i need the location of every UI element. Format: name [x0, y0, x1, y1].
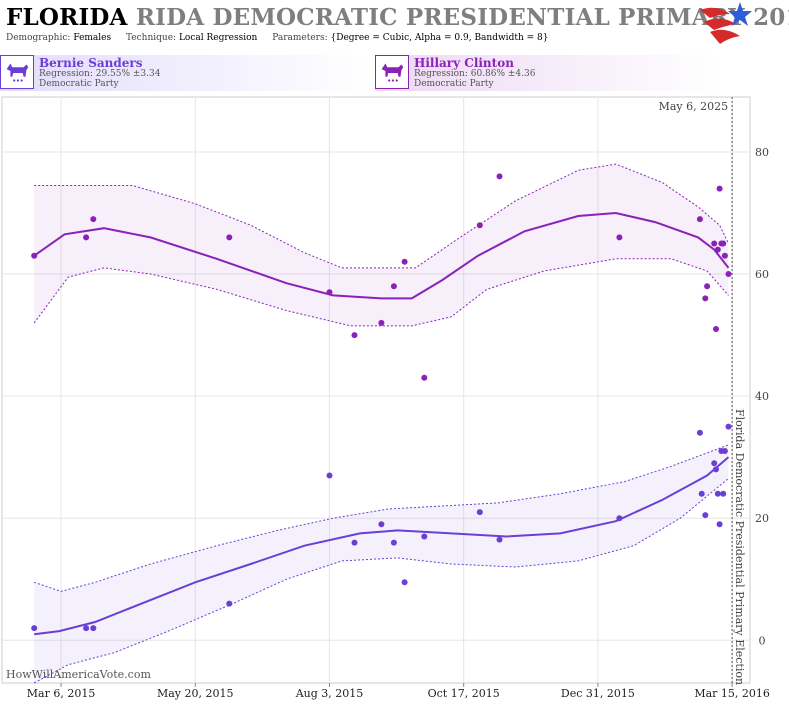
poll-point [720, 240, 727, 247]
confidence-band-upper [34, 163, 729, 269]
poll-point [226, 600, 233, 607]
poll-point [378, 521, 385, 528]
demographic-value: Females [73, 33, 112, 43]
poll-point [711, 460, 718, 467]
poll-point [31, 625, 38, 632]
x-tick-label: Mar 15, 2016 [694, 687, 770, 700]
poll-point [713, 466, 719, 473]
title-state: FLORIDA [6, 4, 128, 31]
poll-point [696, 429, 703, 436]
confidence-band-lower [33, 478, 729, 684]
poll-point [698, 490, 705, 497]
regression-lines [33, 211, 730, 636]
parameters-value: {Degree = Cubic, Alpha = 0.9, Bandwidth … [330, 33, 549, 43]
technique-value: Local Regression [178, 33, 258, 43]
axes: Florida Democratic Presidential Primary … [27, 97, 770, 700]
poll-point [714, 490, 721, 497]
candidate-party: Democratic Party [39, 79, 119, 89]
y-tick-label: 20 [755, 512, 769, 525]
poll-point [496, 173, 503, 180]
watermark: HowWillAmericaVote.com [6, 668, 151, 681]
poll-point [725, 423, 732, 430]
poll-point [704, 283, 711, 290]
poll-point [226, 234, 233, 241]
poll-point [326, 472, 333, 479]
poll-point [714, 246, 721, 253]
date-label: May 6, 2025 [659, 100, 729, 113]
poll-point [390, 283, 397, 290]
grid [1, 96, 751, 684]
flag-star-logo-icon [700, 2, 752, 44]
poll-point [421, 533, 428, 540]
poll-point [421, 374, 428, 381]
poll-point [721, 252, 728, 259]
confidence-band-fill [34, 444, 729, 683]
election-event-label: Florida Democratic Presidential Primary … [733, 409, 746, 685]
x-tick-label: Dec 31, 2015 [561, 687, 635, 700]
poll-point [83, 625, 90, 632]
parameters-label: Parameters: [272, 33, 328, 43]
poll-point [696, 216, 703, 223]
confidence-band-lower [33, 258, 729, 327]
poll-point [378, 319, 385, 326]
poll-point [616, 234, 623, 241]
confidence-bands [33, 163, 729, 684]
poll-point [390, 539, 397, 546]
x-tick-label: Mar 6, 2015 [27, 687, 96, 700]
democratic-donkey-icon [0, 55, 34, 89]
y-tick-label: 0 [759, 634, 766, 647]
poll-point [713, 326, 719, 332]
regression-line [33, 211, 730, 300]
poll-point [326, 289, 333, 296]
candidate-party: Democratic Party [414, 79, 494, 89]
candidate-regression: Regression: 29.55% ±3.34 [39, 69, 161, 79]
poll-point [476, 509, 483, 516]
poll-points [31, 173, 732, 632]
poll-point [476, 222, 483, 229]
candidate-name: Hillary Clinton [414, 56, 514, 70]
parameters-line: Demographic: Females Technique: Local Re… [6, 33, 560, 43]
plot-area [1, 96, 751, 684]
candidate-card-sanders: Bernie Sanders Regression: 29.55% ±3.34 … [0, 55, 370, 91]
header: FLORIDA RIDA DEMOCRATIC PRESIDENTIAL PRI… [0, 0, 789, 50]
poll-point [31, 252, 38, 259]
democratic-donkey-icon [375, 55, 409, 89]
poll-point [716, 521, 723, 528]
technique-label: Technique: [126, 33, 177, 43]
title-rest: RIDA DEMOCRATIC PRESIDENTIAL PRIMARY 201… [135, 4, 789, 31]
regression-line [34, 456, 730, 636]
poll-point [90, 216, 97, 223]
y-tick-label: 40 [755, 390, 769, 403]
x-tick-label: Aug 3, 2015 [295, 687, 364, 700]
poll-point [83, 234, 90, 241]
poll-point [702, 295, 709, 302]
poll-point [90, 625, 97, 632]
poll-point [351, 539, 358, 546]
poll-point [711, 240, 718, 247]
candidate-name: Bernie Sanders [39, 56, 143, 70]
poll-point [401, 258, 408, 265]
demographic-label: Demographic: [6, 33, 71, 43]
poll-point [702, 512, 709, 519]
x-tick-label: Oct 17, 2015 [428, 687, 500, 700]
candidate-regression: Regression: 60.86% ±4.36 [414, 69, 536, 79]
page-title: FLORIDA RIDA DEMOCRATIC PRESIDENTIAL PRI… [6, 4, 789, 31]
candidate-card-clinton: Hillary Clinton Regression: 60.86% ±4.36… [375, 55, 720, 91]
poll-point [496, 536, 503, 543]
poll-point [721, 448, 728, 454]
confidence-band-upper [34, 444, 729, 592]
poll-point [716, 185, 723, 192]
confidence-band-fill [34, 164, 729, 326]
y-tick-label: 60 [755, 268, 769, 281]
poll-point [725, 271, 732, 277]
poll-point [351, 332, 358, 339]
poll-point [401, 579, 408, 586]
poll-point [616, 515, 623, 522]
poll-point [720, 490, 727, 497]
x-tick-label: May 20, 2015 [157, 687, 234, 700]
y-tick-label: 80 [755, 146, 769, 159]
